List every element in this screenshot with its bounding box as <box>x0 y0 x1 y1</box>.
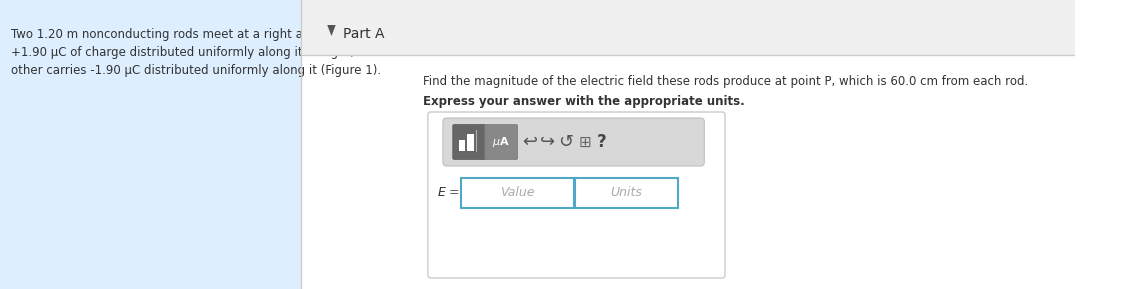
Text: Two 1.20 m nonconducting rods meet at a right angle. One rod carries: Two 1.20 m nonconducting rods meet at a … <box>11 28 427 41</box>
FancyBboxPatch shape <box>301 0 1074 55</box>
Text: ⊞: ⊞ <box>578 134 591 149</box>
FancyBboxPatch shape <box>301 0 1074 289</box>
Text: $E$ =: $E$ = <box>438 186 461 199</box>
FancyBboxPatch shape <box>485 125 518 160</box>
Bar <box>467 134 474 151</box>
Text: $\mu$A: $\mu$A <box>493 135 510 149</box>
FancyBboxPatch shape <box>453 125 486 160</box>
Text: ↩: ↩ <box>522 133 537 151</box>
Text: ↺: ↺ <box>559 133 574 151</box>
FancyBboxPatch shape <box>442 118 704 166</box>
Text: Units: Units <box>610 186 642 199</box>
FancyBboxPatch shape <box>575 178 678 208</box>
Bar <box>475 130 478 152</box>
Text: ?: ? <box>597 133 607 151</box>
FancyBboxPatch shape <box>461 178 574 208</box>
Text: Part A: Part A <box>343 27 385 41</box>
Text: Value: Value <box>499 186 535 199</box>
Text: +1.90 μC of charge distributed uniformly along its length, and the: +1.90 μC of charge distributed uniformly… <box>11 46 403 59</box>
Polygon shape <box>327 25 336 36</box>
Text: Find the magnitude of the electric field these rods produce at point P, which is: Find the magnitude of the electric field… <box>423 75 1029 88</box>
Text: Express your answer with the appropriate units.: Express your answer with the appropriate… <box>423 95 745 108</box>
Text: ↪: ↪ <box>539 133 554 151</box>
FancyBboxPatch shape <box>427 112 725 278</box>
FancyBboxPatch shape <box>0 0 301 289</box>
Bar <box>458 140 465 151</box>
Text: other carries -1.90 μC distributed uniformly along it (Figure 1).: other carries -1.90 μC distributed unifo… <box>11 64 382 77</box>
